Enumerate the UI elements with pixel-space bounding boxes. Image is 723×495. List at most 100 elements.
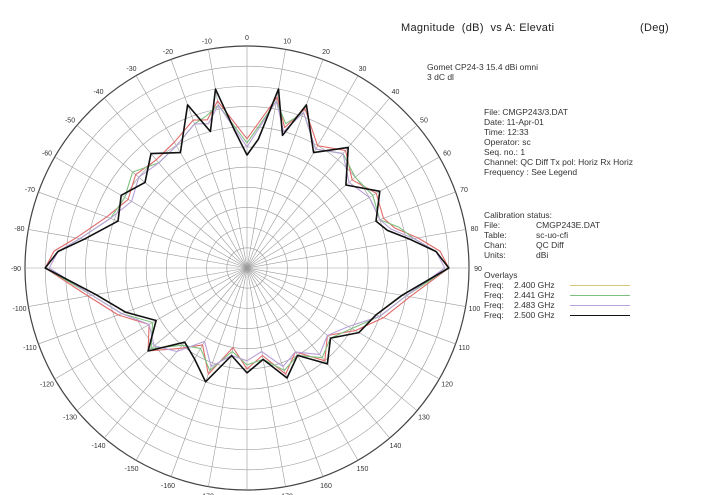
legend-key: Freq: [484,300,504,310]
legend-frequency: 2.500 GHz [514,310,555,320]
grid-spoke [246,267,359,461]
angle-tick-label: 90 [474,266,482,273]
grid-spoke [135,75,248,269]
grid-spoke [246,156,440,269]
angle-tick-label: 80 [471,226,479,233]
calibration-key: Chan: [484,240,507,250]
angle-tick-label: -50 [65,118,75,125]
grid-spoke [28,229,248,269]
calibration-value: CMGP243E.DAT [536,220,601,230]
angle-tick-label: 60 [443,151,451,158]
legend-frequency: 2.483 GHz [514,300,555,310]
angle-tick-label: -30 [126,66,136,73]
grid-spoke [76,125,248,269]
grid-spoke [104,97,248,269]
legend-swatch [570,285,630,286]
grid-spoke [246,49,286,269]
angle-tick-label: 30 [359,66,367,73]
series-line [48,100,446,368]
angle-tick-label: -80 [14,226,24,233]
file-info: File: CMGP243/3.DAT Date: 11-Apr-01 Time… [484,107,633,177]
calibration-heading: Calibration status: [484,210,553,220]
calibration-row: Units: dBi [484,250,600,260]
legend-swatch [570,295,630,296]
angle-tick-label: -100 [13,306,27,313]
legend-frequency: 2.441 GHz [514,290,555,300]
calibration-row: Table: sc-uo-cfi [484,230,600,240]
legend-row: Freq: 2.500 GHz [484,310,630,320]
angle-tick-label: -170 [200,493,214,495]
antenna-line-2: 3 dC dl [427,72,454,82]
grid-spoke [104,267,248,439]
grid-spoke [170,267,248,477]
legend-swatch [570,305,630,306]
grid-spoke [208,267,248,487]
legend-row: Freq: 2.400 GHz [484,280,630,290]
title-vs: vs A: Elevati [490,22,555,34]
overlays-legend: Overlays Freq: 2.400 GHz Freq: 2.441 GHz F… [484,270,630,320]
file-seq: Seq. no.: 1 [484,147,526,157]
grid-spoke [208,49,248,269]
series-line [44,96,450,375]
calibration-key: Table: [484,230,507,240]
legend-key: Freq: [484,290,504,300]
file-channel: Channel: QC Diff Tx pol: Horiz Rx Horiz [484,157,633,167]
grid-spoke [246,267,286,487]
angle-tick-label: -20 [163,49,173,56]
angle-tick-label: 170 [281,493,293,495]
angle-tick-label: 10 [283,39,291,46]
grid-spoke [54,156,248,269]
series-line [44,88,450,383]
angle-tick-label: 50 [420,118,428,125]
legend-key: Freq: [484,310,504,320]
angle-tick-label: -70 [25,187,35,194]
antenna-line-1: Gomet CP24-3 15.4 dBi omni [427,62,539,72]
legend-swatch [570,315,630,316]
angle-tick-label: 0 [245,35,249,42]
angle-tick-label: 20 [322,49,330,56]
angle-tick-label: 40 [392,89,400,96]
angle-tick-label: -40 [93,89,103,96]
file-name: File: CMGP243/3.DAT [484,107,568,117]
angle-tick-label: 130 [418,414,430,421]
angle-tick-label: -140 [92,443,106,450]
calibration-value: sc-uo-cfi [536,230,569,240]
grid-spoke [246,59,324,269]
calibration-key: File: [484,220,501,230]
calibration-key: Units: [484,250,506,260]
angle-tick-label: -10 [202,39,212,46]
angle-tick-label: 110 [458,345,469,352]
overlays-heading: Overlays [484,270,518,280]
file-operator: Operator: sc [484,137,531,147]
legend-row: Freq: 2.441 GHz [484,290,630,300]
chart-title: Magnitude (dB) vs A: Elevati [401,22,554,34]
grid-spoke [38,267,248,345]
angle-tick-label: 150 [357,466,369,473]
grid-spoke [135,267,248,461]
angle-tick-label: -110 [23,345,37,352]
grid-spoke [246,267,440,380]
angle-tick-label: 100 [469,306,481,313]
legend-row: Freq: 2.483 GHz [484,300,630,310]
grid-spoke [246,267,324,477]
grid-spoke [76,267,248,411]
calibration-row: File: CMGP243E.DAT [484,220,600,230]
grid-spoke [246,191,456,269]
file-date: Date: 11-Apr-01 [484,117,544,127]
angle-tick-label: -90 [11,266,21,273]
angle-tick-label: -120 [40,382,54,389]
title-magnitude: Magnitude [401,22,456,34]
angle-tick-label: -60 [42,151,52,158]
angle-tick-label: -130 [63,414,77,421]
angle-tick-label: 160 [320,483,332,490]
title-axis-unit: (Deg) [640,22,670,34]
calibration-value: QC Diff [536,240,564,250]
calibration-row: Chan: QC Diff [484,240,600,250]
file-time: Time: 12:33 [484,127,529,137]
legend-key: Freq: [484,280,504,290]
antenna-description: Gomet CP24-3 15.4 dBi omni 3 dC dl [427,62,538,82]
grid-spoke [246,75,359,269]
grid-spoke [246,267,466,307]
title-unit: (dB) [461,22,484,34]
